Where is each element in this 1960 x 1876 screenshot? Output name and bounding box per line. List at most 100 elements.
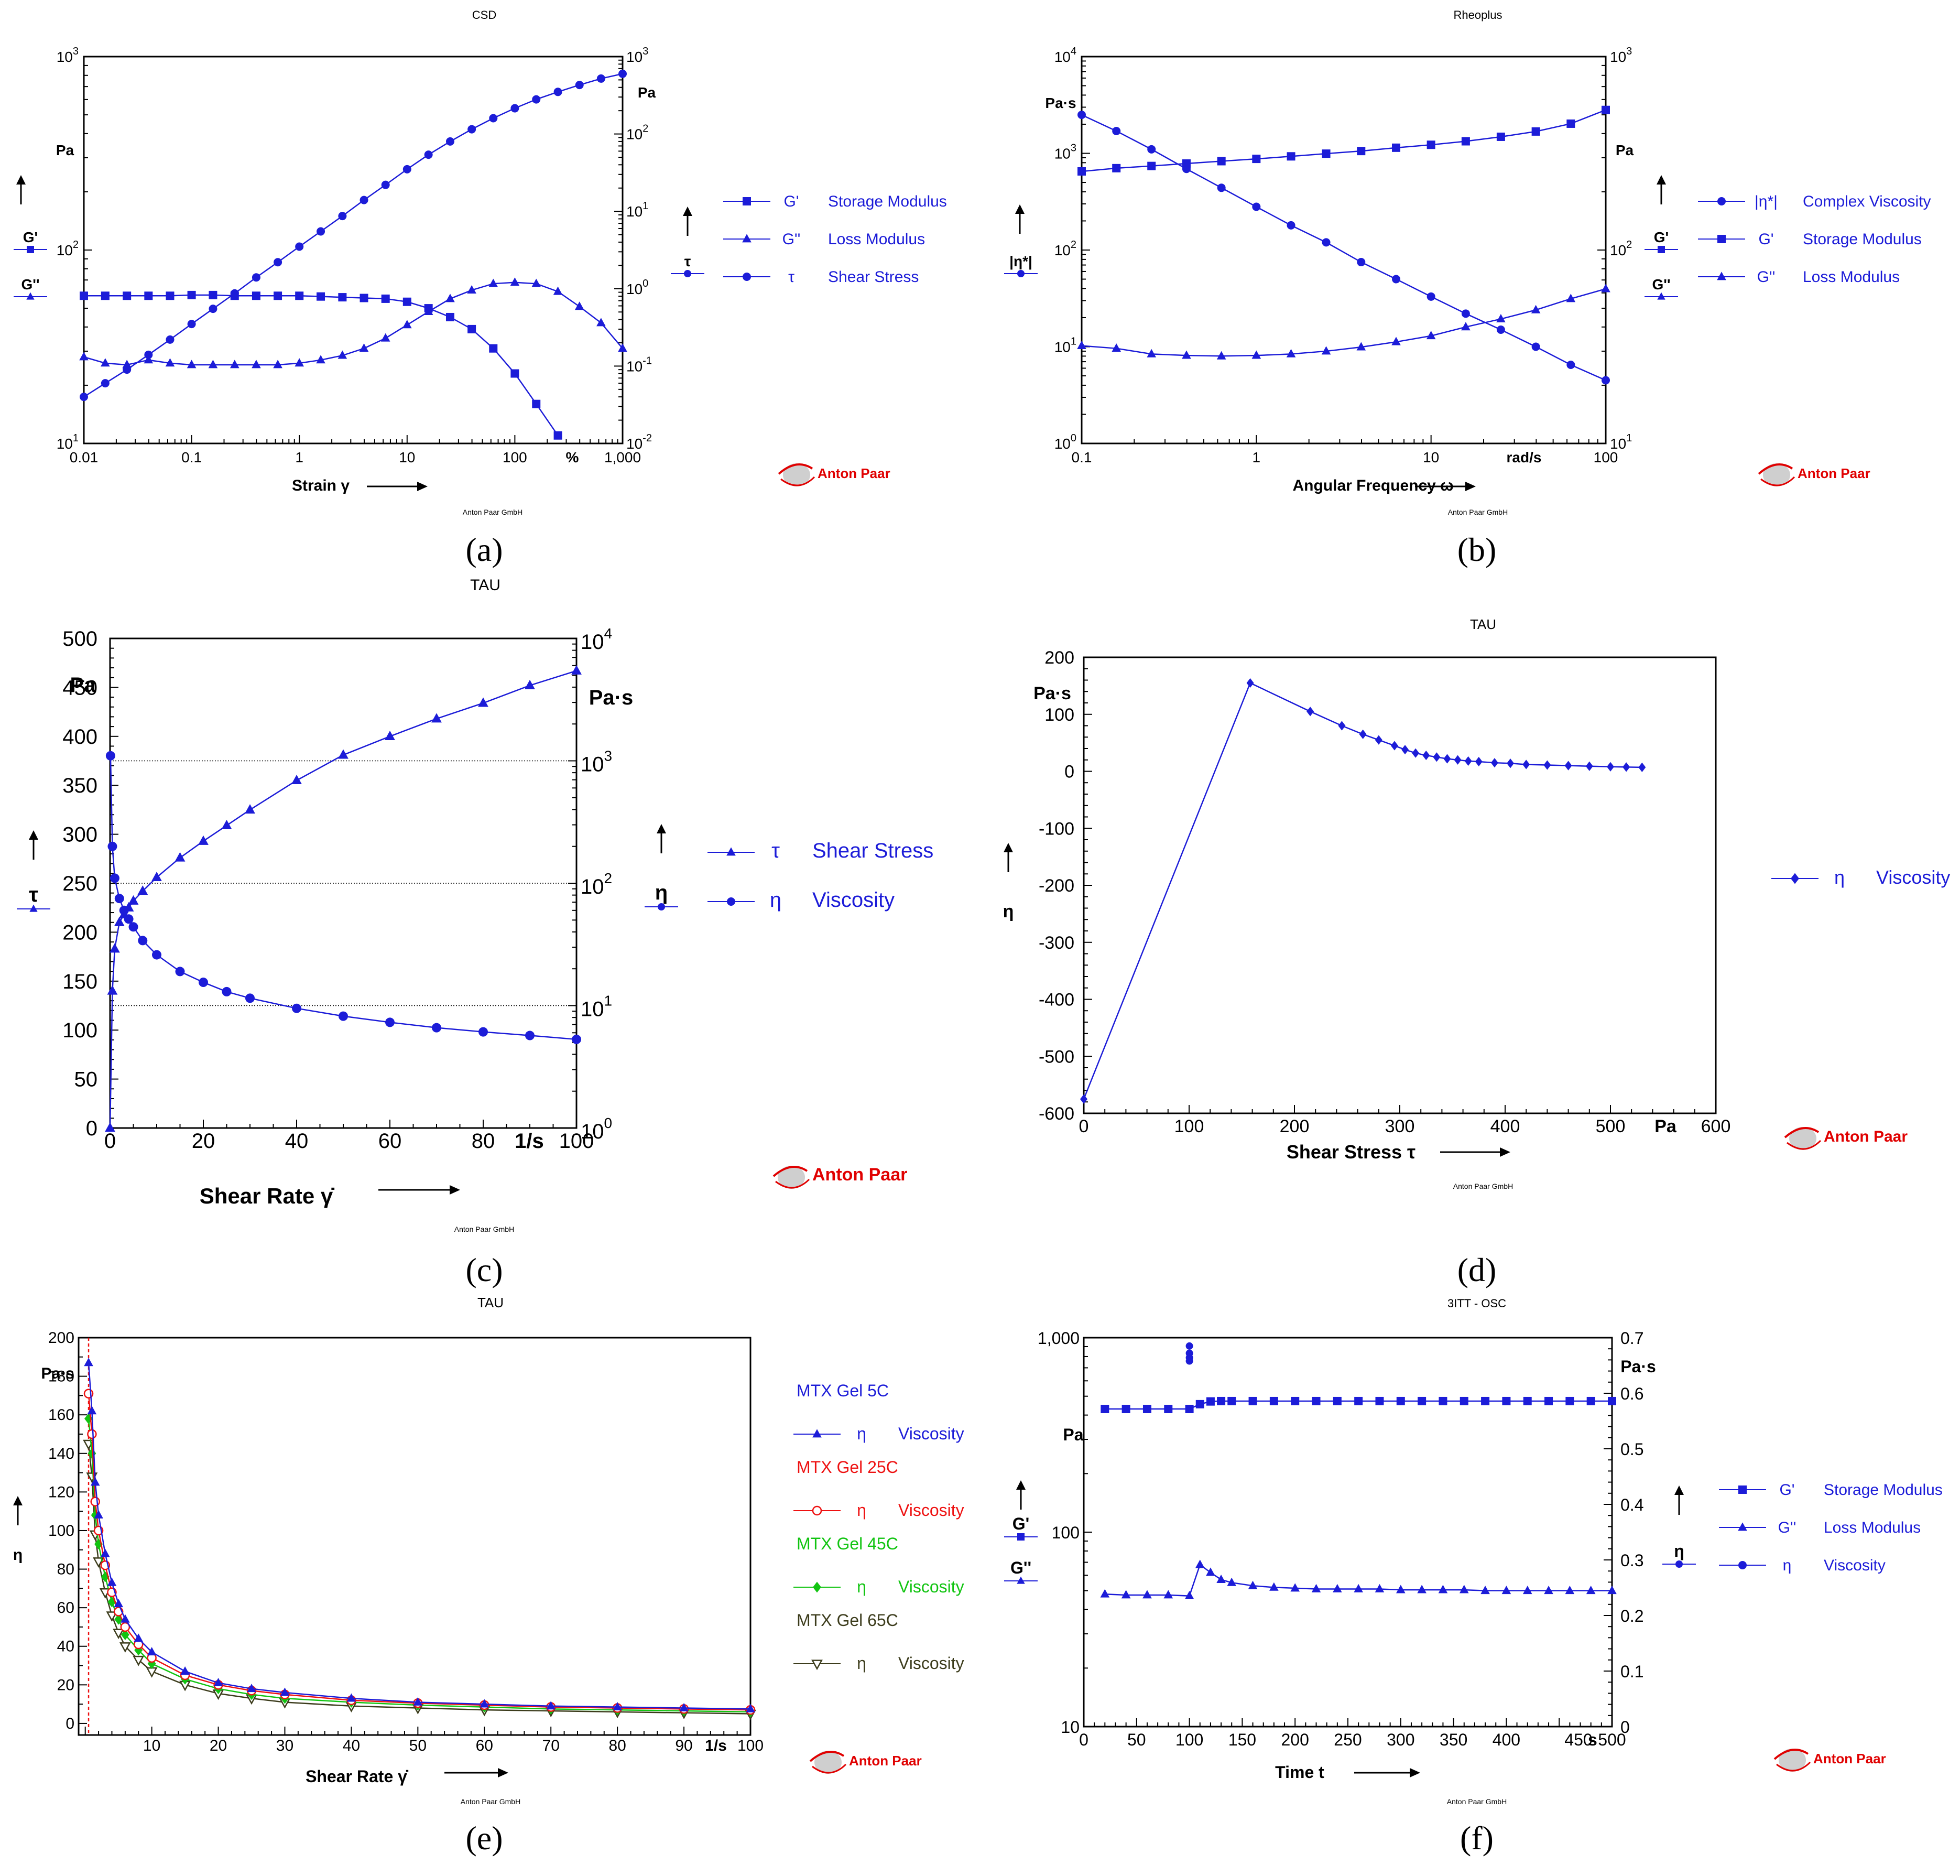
data-point [1502,1396,1511,1405]
data-point [280,1687,290,1696]
series-MTX Gel 25C [83,1389,756,1715]
x-tick-label: 100 [559,1130,594,1153]
data-point [1333,1584,1342,1592]
data-point [1248,1396,1257,1405]
data-point [525,1031,535,1040]
legend-symbol: η [857,1654,866,1673]
x-tick-label: 1,000 [604,449,641,465]
data-point [114,1613,123,1625]
data-point [144,350,153,359]
data-point [553,88,562,96]
data-point [1607,762,1614,772]
data-point [1227,1396,1236,1405]
legend-marker [1738,1485,1747,1494]
data-point [1417,1585,1427,1593]
data-point [105,1122,115,1132]
data-point [1433,752,1441,762]
legend-marker [743,197,751,205]
panel-label: (d) [1457,1251,1497,1288]
x-tick-label: 40 [285,1130,309,1153]
y-left-tick-label: 0 [1064,762,1074,782]
x-tick-label: 10 [399,449,415,465]
data-point [134,1633,144,1642]
data-point [553,286,563,295]
legend-item: η Viscosity [793,1501,964,1520]
data-point [152,950,161,960]
data-point [1418,1396,1427,1405]
arrow-right-icon [1410,1768,1420,1777]
legend-label: Complex Viscosity [1803,193,1931,210]
axis-quantity-label: G'' [21,276,39,292]
x-axis-title: Shear Rate γ̇ [200,1184,334,1208]
data-point [1391,337,1401,345]
axis-legend-marker [1658,246,1665,253]
data-point [1565,1586,1575,1595]
data-point [385,1017,395,1027]
logo-swoosh-icon [1773,1749,1809,1760]
legend-label: Storage Modulus [828,193,947,210]
y-right-tick-label: 102 [581,870,612,898]
data-point [1565,1396,1574,1405]
y-left-unit: Pa [1063,1425,1083,1444]
x-tick-label: 0 [1079,1116,1089,1136]
data-point [1291,1396,1300,1405]
data-point [445,312,454,321]
data-point [1112,126,1121,135]
data-point [1480,1586,1490,1595]
tick-exponent: 3 [1071,143,1076,154]
x-axis-title: Shear Rate γ̇ [306,1767,409,1786]
arrow-up-icon [1015,204,1025,214]
data-point [346,1693,356,1702]
data-point [144,355,154,364]
legend-item: η Viscosity [1771,866,1950,888]
axis-legend-marker [1017,270,1025,277]
x-tick-label: 80 [472,1130,495,1153]
x-tick-label: 300 [1385,1116,1415,1136]
anton-paar-logo: Anton Paar [809,1751,922,1774]
x-tick-label: 150 [1228,1730,1256,1749]
legend-marker [812,1429,822,1438]
series-circle [80,69,627,402]
data-point [151,871,162,881]
arrow-up-icon [16,175,26,185]
data-point [432,1023,441,1033]
plot-frame [78,1337,752,1736]
y-left-tick-label: 102 [57,239,79,258]
data-point [1287,152,1295,161]
x-tick-label: 100 [1174,1116,1204,1136]
data-point [1333,1396,1342,1405]
panel-label: (b) [1457,531,1497,568]
y-left-tick-label: 160 [48,1406,74,1424]
legend-symbol: τ [771,839,780,862]
x-tick-label: 100 [503,449,527,465]
data-point [339,1011,348,1021]
y-right-tick-label: 0.2 [1620,1607,1643,1625]
data-point [618,69,627,78]
data-point [1112,164,1121,172]
data-point [119,905,129,915]
data-point [84,1358,93,1367]
axis-legend-marker [658,903,665,910]
legend-symbol: η [770,888,781,912]
y-left-tick-label: -300 [1039,933,1074,953]
data-point [478,1027,488,1037]
data-point [1306,707,1314,717]
y-right-tick-label: 0.3 [1620,1551,1643,1570]
data-point [1216,1574,1226,1583]
axis-legend-marker [1657,292,1665,300]
data-point [295,242,304,251]
y-left-tick-label: 60 [57,1599,74,1617]
legend-marker [727,897,735,906]
legend-label: Viscosity [898,1501,964,1520]
data-point [381,294,390,303]
y-axis-title: η [1003,902,1014,921]
data-point [1182,159,1191,168]
data-point [221,819,232,829]
data-point [230,289,239,298]
y-left-tick-label: 102 [1054,239,1076,258]
legend-symbol: η [1834,866,1845,888]
data-point [166,291,175,300]
legend: η Viscosity [1771,866,1950,888]
